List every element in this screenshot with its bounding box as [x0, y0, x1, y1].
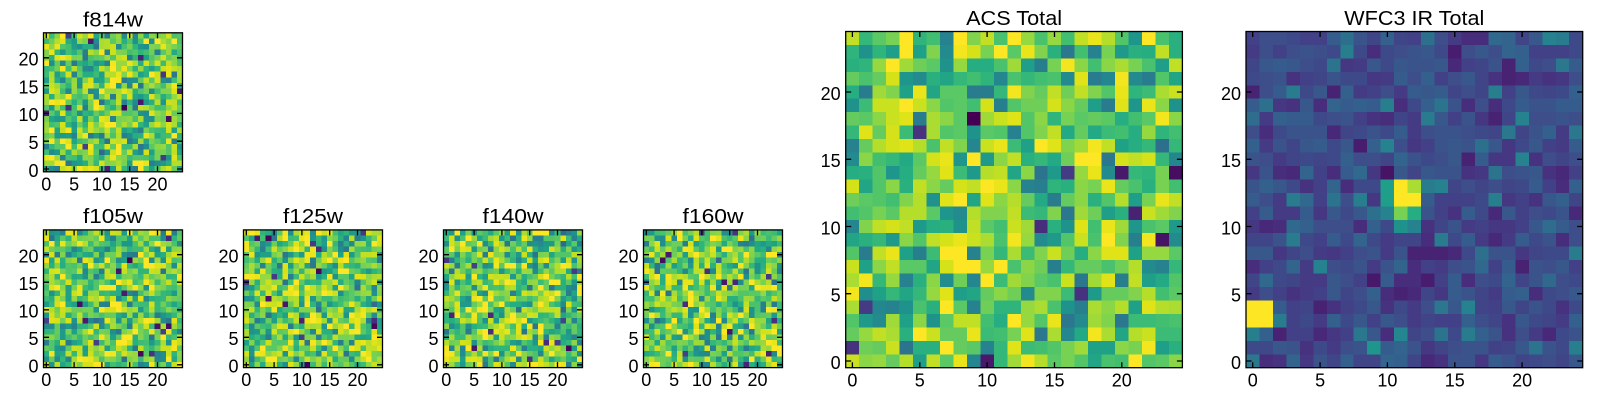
svg-text:5: 5 — [269, 370, 279, 390]
svg-text:15: 15 — [418, 274, 438, 294]
svg-text:20: 20 — [18, 50, 38, 70]
svg-text:10: 10 — [821, 218, 841, 238]
svg-text:20: 20 — [18, 247, 38, 267]
svg-text:10: 10 — [977, 370, 997, 390]
svg-text:10: 10 — [1377, 370, 1397, 390]
svg-text:0: 0 — [28, 161, 38, 181]
svg-text:f125w: f125w — [283, 206, 344, 228]
svg-text:0: 0 — [28, 357, 38, 377]
svg-text:0: 0 — [1231, 353, 1241, 373]
svg-text:15: 15 — [720, 370, 740, 390]
svg-text:20: 20 — [147, 174, 167, 194]
svg-text:0: 0 — [428, 357, 438, 377]
svg-text:5: 5 — [1315, 370, 1325, 390]
svg-text:5: 5 — [69, 174, 79, 194]
svg-text:f140w: f140w — [483, 206, 545, 228]
svg-text:20: 20 — [1512, 370, 1532, 390]
svg-text:5: 5 — [915, 370, 925, 390]
svg-text:15: 15 — [218, 274, 238, 294]
svg-text:15: 15 — [1221, 151, 1241, 171]
svg-text:5: 5 — [69, 370, 79, 390]
svg-text:10: 10 — [218, 302, 238, 322]
svg-text:20: 20 — [347, 370, 367, 390]
svg-text:20: 20 — [618, 247, 638, 267]
svg-text:15: 15 — [821, 151, 841, 171]
svg-text:10: 10 — [618, 302, 638, 322]
svg-text:WFC3 IR Total: WFC3 IR Total — [1344, 8, 1484, 30]
svg-text:20: 20 — [418, 247, 438, 267]
svg-text:15: 15 — [120, 174, 140, 194]
svg-text:10: 10 — [92, 174, 112, 194]
svg-text:5: 5 — [469, 370, 479, 390]
svg-text:0: 0 — [628, 357, 638, 377]
svg-text:0: 0 — [441, 370, 451, 390]
svg-text:15: 15 — [520, 370, 540, 390]
svg-text:15: 15 — [320, 370, 340, 390]
svg-text:20: 20 — [147, 370, 167, 390]
svg-text:5: 5 — [428, 329, 438, 349]
svg-text:15: 15 — [1044, 370, 1064, 390]
svg-text:0: 0 — [641, 370, 651, 390]
svg-text:0: 0 — [847, 370, 857, 390]
svg-text:5: 5 — [28, 133, 38, 153]
svg-text:20: 20 — [547, 370, 567, 390]
svg-text:0: 0 — [41, 370, 51, 390]
svg-text:15: 15 — [618, 274, 638, 294]
svg-text:20: 20 — [747, 370, 767, 390]
svg-text:5: 5 — [628, 329, 638, 349]
svg-text:20: 20 — [821, 84, 841, 104]
svg-text:f105w: f105w — [83, 206, 144, 228]
svg-text:10: 10 — [92, 370, 112, 390]
svg-text:5: 5 — [831, 286, 841, 306]
svg-text:15: 15 — [18, 77, 38, 97]
svg-text:20: 20 — [1221, 84, 1241, 104]
svg-text:0: 0 — [831, 353, 841, 373]
svg-text:15: 15 — [1445, 370, 1465, 390]
svg-text:0: 0 — [1248, 370, 1258, 390]
svg-text:0: 0 — [241, 370, 251, 390]
svg-text:ACS Total: ACS Total — [966, 8, 1062, 30]
svg-text:15: 15 — [120, 370, 140, 390]
svg-text:5: 5 — [1231, 286, 1241, 306]
svg-text:5: 5 — [28, 329, 38, 349]
svg-text:f160w: f160w — [683, 206, 745, 228]
svg-text:10: 10 — [1221, 218, 1241, 238]
svg-text:15: 15 — [18, 274, 38, 294]
svg-text:10: 10 — [292, 370, 312, 390]
svg-text:f814w: f814w — [83, 10, 144, 32]
svg-text:20: 20 — [1112, 370, 1132, 390]
svg-text:10: 10 — [692, 370, 712, 390]
svg-text:0: 0 — [41, 174, 51, 194]
svg-text:0: 0 — [228, 357, 238, 377]
svg-text:5: 5 — [228, 329, 238, 349]
svg-text:10: 10 — [18, 302, 38, 322]
svg-text:20: 20 — [218, 247, 238, 267]
svg-text:5: 5 — [669, 370, 679, 390]
svg-text:10: 10 — [418, 302, 438, 322]
svg-text:10: 10 — [492, 370, 512, 390]
svg-text:10: 10 — [18, 105, 38, 125]
